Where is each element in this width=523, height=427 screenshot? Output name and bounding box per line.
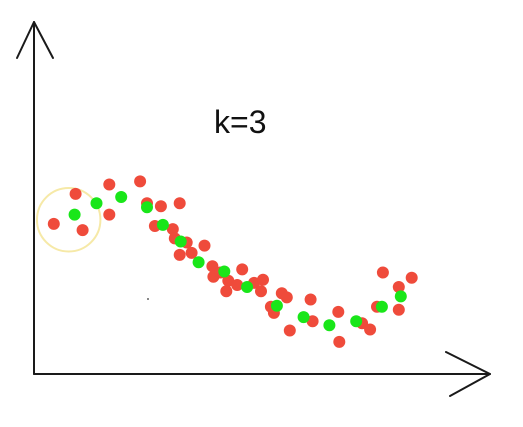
raw-point-34 (333, 335, 346, 348)
smoothed-point-7 (218, 265, 231, 278)
raw-point-10 (166, 223, 179, 236)
raw-point-0 (47, 217, 60, 230)
chart-annotation-k: k=3 (214, 104, 266, 140)
smoothed-point-9 (270, 299, 283, 312)
raw-point-40 (392, 281, 405, 293)
raw-point-38 (376, 266, 389, 279)
smoothed-point-10 (297, 311, 310, 324)
raw-point-22 (236, 263, 249, 276)
raw-point-36 (364, 323, 377, 336)
raw-point-21 (231, 279, 244, 291)
smoothed-point-2 (115, 191, 128, 203)
y-axis-arrowhead (16, 21, 54, 59)
raw-point-12 (173, 248, 186, 261)
axes (16, 21, 491, 397)
stray-dot (147, 298, 149, 300)
raw-point-15 (198, 239, 211, 252)
smoothed-point-11 (323, 319, 336, 332)
raw-point-20 (220, 285, 233, 298)
smoothed-point-14 (394, 290, 407, 303)
smoothed-point-6 (192, 256, 205, 269)
raw-points-series (47, 175, 418, 348)
raw-point-29 (280, 291, 293, 304)
raw-point-9 (173, 197, 186, 210)
highlight-layer (35, 187, 102, 253)
smoothed-point-4 (156, 218, 169, 231)
raw-point-39 (392, 303, 405, 316)
smoothed-point-0 (68, 208, 81, 221)
raw-point-41 (405, 271, 418, 284)
x-axis-arrowhead (445, 351, 491, 397)
raw-point-3 (103, 178, 116, 191)
raw-point-24 (255, 285, 267, 298)
smoothed-point-1 (90, 197, 103, 210)
smoothed-point-3 (141, 201, 153, 214)
smoothed-point-13 (375, 300, 388, 313)
raw-point-25 (257, 273, 269, 286)
smoothed-point-5 (174, 235, 187, 248)
raw-point-31 (304, 293, 317, 306)
raw-point-8 (154, 200, 167, 213)
raw-point-1 (69, 187, 82, 200)
smoothed-points-series (68, 191, 407, 332)
smoothed-point-12 (350, 315, 363, 328)
raw-point-32 (306, 315, 319, 328)
raw-point-5 (134, 175, 147, 188)
raw-point-30 (283, 324, 296, 337)
raw-point-4 (103, 208, 116, 221)
raw-point-19 (222, 274, 235, 287)
smoothed-point-8 (241, 281, 254, 293)
raw-point-2 (76, 224, 89, 237)
raw-point-33 (332, 305, 345, 318)
raw-point-14 (185, 246, 198, 259)
highlight-circle (35, 187, 102, 253)
